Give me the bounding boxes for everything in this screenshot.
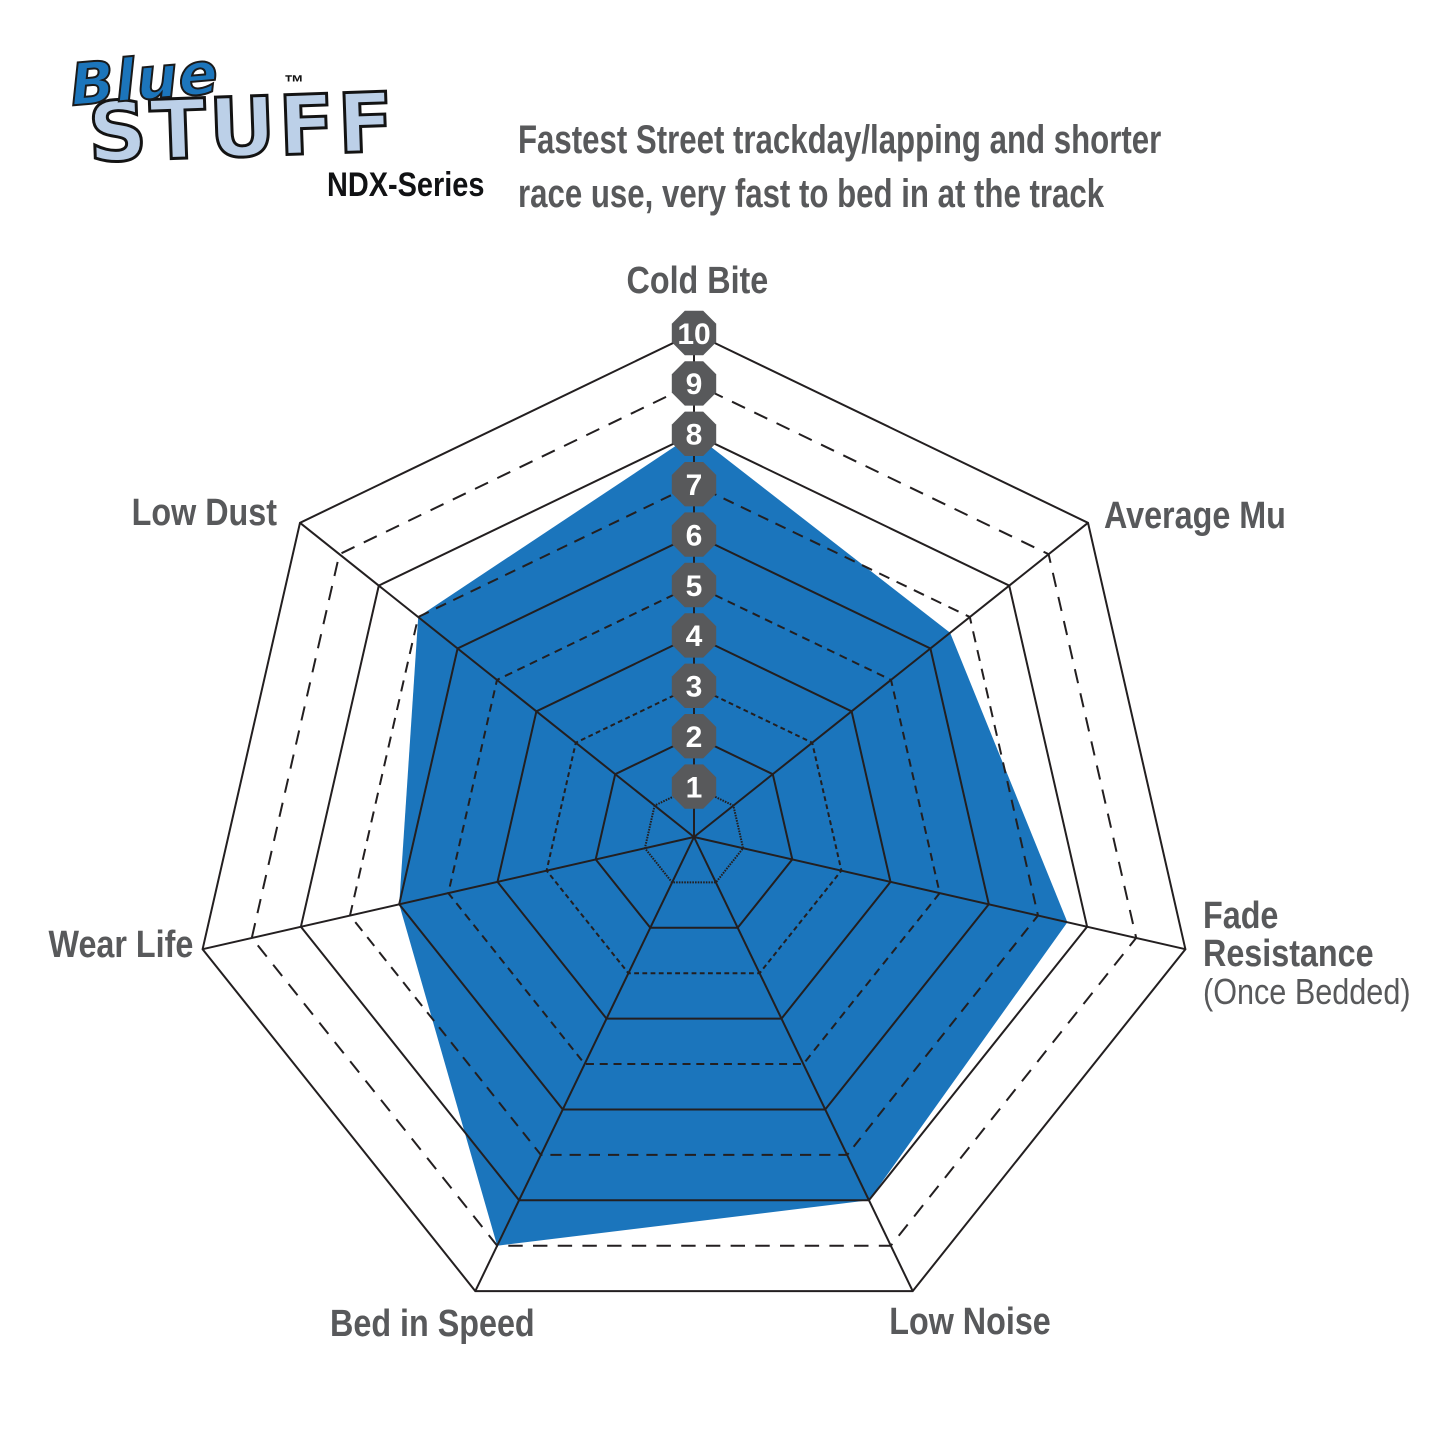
scale-badge-label: 7	[686, 469, 703, 502]
scale-badge-9: 9	[671, 361, 717, 406]
axis-label-bed-in-speed: Bed in Speed	[329, 1303, 535, 1345]
axis-label-fade-resistance: Fade Resistance (Once Bedded)	[1203, 895, 1411, 1012]
axis-spoke-2	[693, 836, 1186, 951]
scale-badge-label: 8	[686, 419, 703, 452]
axis-spoke-4	[474, 836, 695, 1292]
axis-label-average-mu: Average Mu	[1104, 495, 1286, 537]
bluestuff-logo: Blue STUFF ™	[0, 0, 399, 230]
axis-spoke-1	[693, 522, 1089, 838]
logo-word-blue: Blue	[66, 38, 222, 121]
scale-badge-1: 1	[671, 764, 717, 809]
grid-ring-7	[348, 483, 1040, 1156]
trademark-symbol: ™	[284, 72, 304, 94]
scale-badge-3: 3	[671, 663, 717, 708]
axis-label-low-noise: Low Noise	[889, 1301, 1051, 1343]
axis-label-cold-bite: Cold Bite	[626, 260, 768, 302]
series-title-text: NDX-Series	[327, 166, 485, 204]
scale-badge-label: 3	[686, 671, 703, 704]
grid-ring-4	[496, 634, 892, 1020]
axis-spoke-3	[693, 836, 914, 1292]
scale-badge-2: 2	[671, 714, 717, 759]
subtitle-line-2: race use, very fast to bed in at the tra…	[518, 172, 1105, 216]
scale-badge-label: 1	[686, 771, 703, 804]
scale-badge-label: 5	[686, 570, 703, 603]
grid-ring-1	[643, 785, 745, 884]
scale-badge-label: 2	[686, 721, 703, 754]
scale-badge-10: 10	[671, 310, 717, 356]
axis-spoke-6	[299, 522, 695, 838]
axis-label-wear-life: Wear Life	[48, 924, 193, 966]
subtitle-line-1: Fastest Street trackday/lapping and shor…	[518, 118, 1162, 162]
grid-ring-9	[250, 382, 1138, 1247]
scale-badge-7: 7	[671, 462, 717, 507]
scale-badge-label: 6	[686, 519, 703, 552]
scale-badge-4: 4	[671, 613, 717, 658]
axis-label-low-dust: Low Dust	[131, 492, 277, 534]
axis-spoke-5	[202, 836, 695, 951]
value-polygon	[399, 433, 1068, 1246]
scale-badge-8: 8	[671, 411, 717, 456]
grid-ring-10	[201, 331, 1187, 1293]
grid-ring-8	[299, 432, 1089, 1202]
series-title: NDX-Series	[327, 166, 512, 205]
scale-badge-5: 5	[671, 562, 717, 608]
grid-ring-2	[594, 735, 794, 929]
grid-ring-6	[398, 533, 990, 1111]
scale-badge-label: 9	[686, 368, 703, 401]
scale-badge-label: 4	[686, 620, 703, 653]
chart-subtitle: Fastest Street trackday/lapping and shor…	[518, 113, 1343, 221]
grid-ring-3	[545, 684, 843, 975]
scale-badge-6: 6	[671, 512, 717, 557]
scale-badge-label: 10	[677, 318, 710, 351]
